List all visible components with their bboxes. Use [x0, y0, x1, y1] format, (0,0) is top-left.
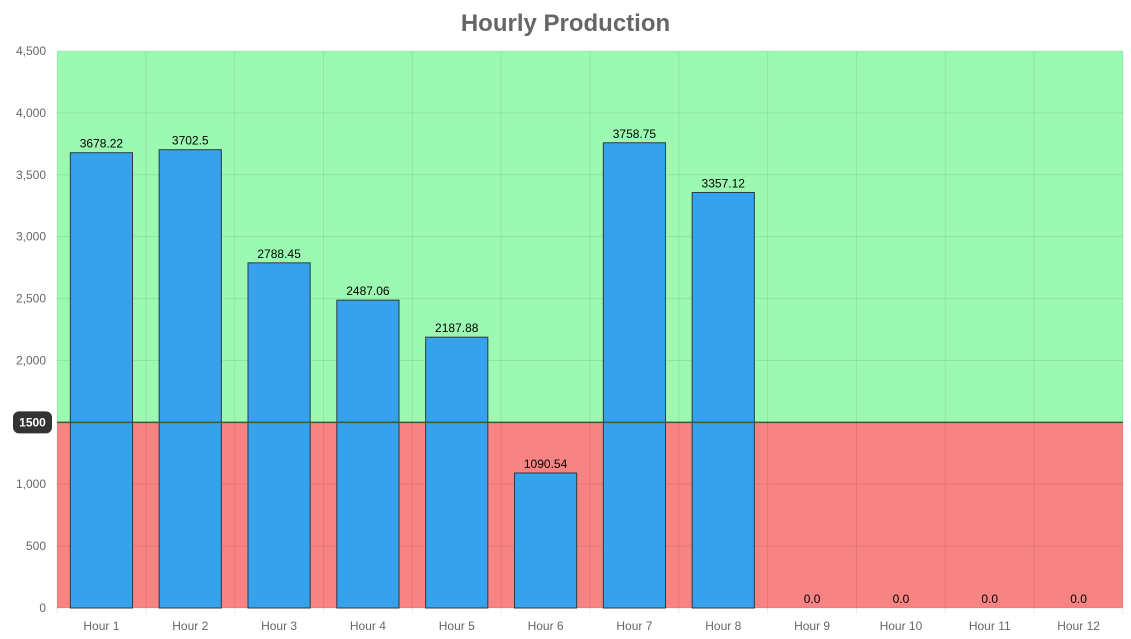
y-tick-label: 4,500 [16, 44, 46, 58]
x-tick-label: Hour 2 [172, 619, 208, 633]
y-tick-label: 4,000 [16, 106, 46, 120]
bar [602, 142, 667, 609]
bar-value-label: 3702.5 [172, 134, 209, 148]
bar [69, 152, 134, 609]
bar [158, 149, 222, 609]
bar-value-label: 0.0 [893, 592, 910, 606]
x-tick-label: Hour 11 [969, 619, 1011, 633]
x-tick-label: Hour 7 [616, 619, 652, 633]
y-tick-label: 0 [39, 601, 46, 615]
x-tick-label: Hour 5 [439, 619, 475, 633]
bar-value-label: 2187.88 [435, 321, 479, 335]
below-threshold-zone [57, 422, 1123, 608]
x-tick-label: Hour 9 [794, 619, 830, 633]
bar-value-label: 3758.75 [613, 127, 657, 141]
bar [513, 472, 578, 609]
x-tick-label: Hour 1 [83, 619, 119, 633]
x-tick-label: Hour 8 [705, 619, 741, 633]
y-tick-label: 3,000 [16, 230, 46, 244]
x-tick-label: Hour 10 [880, 619, 923, 633]
bar [425, 336, 489, 609]
y-tick-label: 2,000 [16, 353, 46, 367]
bar [691, 191, 755, 609]
bar-value-label: 3678.22 [80, 137, 124, 151]
bar-value-label: 0.0 [1070, 592, 1087, 606]
x-tick-label: Hour 6 [528, 619, 564, 633]
y-tick-label: 3,500 [16, 168, 46, 182]
y-tick-label: 2,500 [16, 292, 46, 306]
bar [336, 299, 400, 609]
threshold-badge [13, 411, 52, 434]
chart-title: Hourly Production [460, 10, 671, 37]
threshold-label: 1500 [19, 415, 46, 429]
y-tick-label: 500 [26, 539, 46, 553]
bar-value-label: 2487.06 [346, 284, 390, 298]
bar-value-label: 0.0 [804, 592, 821, 606]
y-tick-label: 1,000 [16, 477, 46, 491]
above-threshold-zone [57, 51, 1123, 423]
x-tick-label: Hour 12 [1057, 619, 1100, 633]
bar-value-label: 0.0 [981, 592, 998, 606]
bar [247, 262, 311, 609]
x-tick-label: Hour 4 [350, 619, 386, 633]
bar-value-label: 2788.45 [257, 247, 301, 261]
x-tick-label: Hour 3 [261, 619, 297, 633]
bar-value-label: 3357.12 [702, 176, 746, 190]
bar-value-label: 1090.54 [524, 457, 568, 471]
